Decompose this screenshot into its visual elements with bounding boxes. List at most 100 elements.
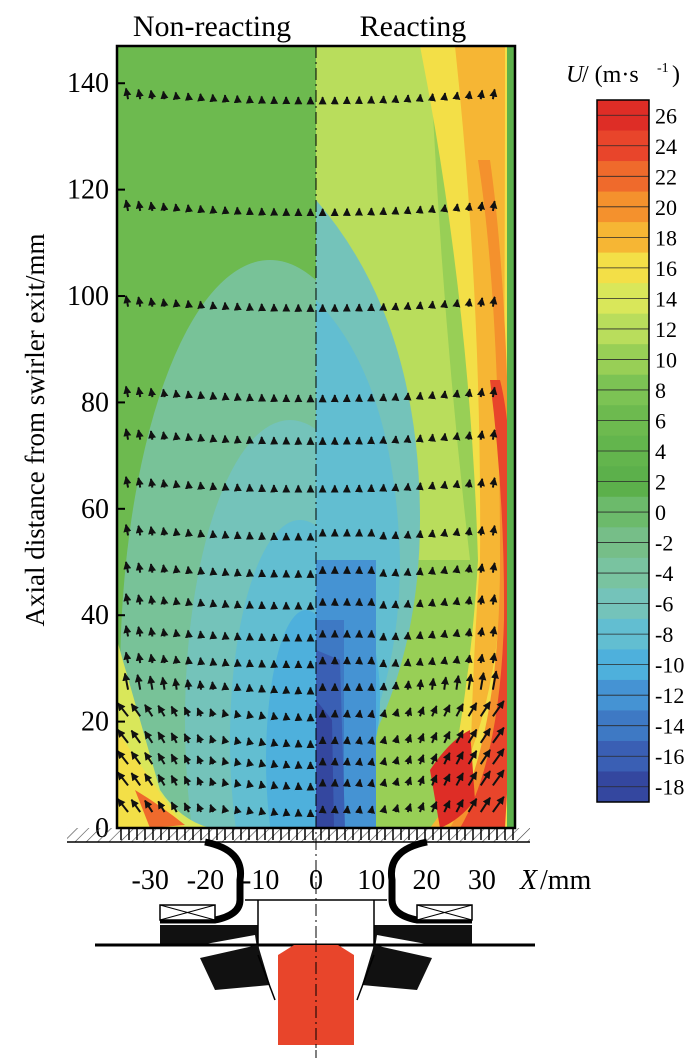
velocity-vector xyxy=(379,778,388,788)
velocity-vector xyxy=(489,524,498,536)
colorbar-label: -12 xyxy=(655,683,684,708)
y-axis-label: Axial distance from swirler exit/mm xyxy=(20,234,50,627)
velocity-vector xyxy=(122,672,131,690)
velocity-vector xyxy=(467,702,478,717)
colorbar-label: 16 xyxy=(655,256,677,281)
velocity-vector xyxy=(477,478,485,488)
velocity-vector xyxy=(221,778,230,788)
velocity-vector xyxy=(209,777,217,787)
velocity-vector xyxy=(258,711,267,720)
velocity-vector xyxy=(417,732,425,744)
velocity-vector xyxy=(196,680,205,690)
velocity-vector xyxy=(427,481,436,490)
velocity-vector xyxy=(130,729,142,744)
velocity-vector xyxy=(160,596,169,605)
velocity-vector xyxy=(467,750,478,765)
velocity-vector xyxy=(492,796,505,813)
velocity-vector xyxy=(464,627,473,637)
colorbar-title-close: ) xyxy=(672,62,680,88)
velocity-vector xyxy=(197,433,206,442)
velocity-vector xyxy=(427,598,436,607)
velocity-vector xyxy=(148,595,157,605)
velocity-vector xyxy=(464,298,473,307)
swirler-schematic xyxy=(67,827,535,1058)
velocity-vector xyxy=(477,201,485,212)
velocity-vector xyxy=(170,753,179,765)
velocity-vector xyxy=(430,705,438,717)
velocity-vector xyxy=(123,385,132,398)
velocity-vector xyxy=(185,390,193,399)
velocity-vector xyxy=(489,594,498,605)
velocity-vector xyxy=(185,528,193,538)
velocity-vector xyxy=(160,431,169,440)
velocity-vector xyxy=(246,779,255,789)
velocity-vector xyxy=(478,672,487,690)
velocity-vector xyxy=(342,709,351,718)
velocity-vector xyxy=(404,755,413,765)
velocity-vector xyxy=(440,656,449,665)
colorbar-title-var: U xyxy=(566,62,585,88)
velocity-vector xyxy=(197,529,206,538)
velocity-vector xyxy=(479,749,491,765)
colorbar-label: 14 xyxy=(655,286,677,311)
velocity-vector xyxy=(172,432,181,441)
velocity-vector xyxy=(342,805,351,814)
velocity-vector xyxy=(477,563,485,573)
x-tick-label: -20 xyxy=(187,865,224,896)
velocity-vector xyxy=(492,726,505,744)
velocity-vector xyxy=(148,297,157,307)
velocity-vector xyxy=(430,800,438,813)
velocity-vector xyxy=(130,751,142,765)
velocity-vector xyxy=(185,299,193,309)
velocity-vector xyxy=(391,708,400,718)
velocity-vector xyxy=(147,675,156,690)
velocity-vector xyxy=(489,652,498,664)
y-tick-label: 20 xyxy=(81,707,109,738)
velocity-vector xyxy=(185,480,193,490)
velocity-vector xyxy=(417,754,425,765)
velocity-vector xyxy=(196,755,205,765)
velocity-vector xyxy=(367,736,375,745)
velocity-vector xyxy=(379,804,388,814)
x-tick-label: 0 xyxy=(309,865,323,896)
colorbar-label: 2 xyxy=(655,470,666,495)
velocity-vector xyxy=(452,203,461,212)
velocity-vector xyxy=(354,709,363,719)
velocity-vector xyxy=(197,93,206,102)
velocity-vector xyxy=(123,87,132,100)
velocity-vector xyxy=(134,674,143,690)
colorbar-label: -8 xyxy=(655,622,673,647)
panel-title-right: Reacting xyxy=(360,10,467,43)
velocity-vector xyxy=(135,626,144,637)
velocity-vector xyxy=(148,89,157,100)
velocity-vector xyxy=(144,799,154,813)
velocity-vector xyxy=(197,566,206,575)
velocity-vector xyxy=(427,630,436,639)
velocity-vector xyxy=(170,801,179,813)
velocity-vector xyxy=(123,199,132,212)
velocity-vector xyxy=(258,780,267,789)
velocity-vector xyxy=(258,759,267,768)
velocity-vector xyxy=(442,704,451,717)
colorbar-label: -14 xyxy=(655,714,684,739)
colorbar-label: 4 xyxy=(655,439,666,464)
velocity-vector xyxy=(172,479,181,489)
velocity-vector xyxy=(489,562,498,573)
velocity-vector xyxy=(391,734,400,744)
velocity-vector xyxy=(221,756,230,766)
velocity-vector xyxy=(160,388,169,398)
velocity-vector xyxy=(185,629,193,639)
velocity-vector xyxy=(442,799,451,813)
velocity-vector xyxy=(404,802,413,813)
velocity-vector xyxy=(465,673,474,690)
velocity-vector xyxy=(246,710,255,720)
y-tick-label: 80 xyxy=(81,387,109,418)
velocity-vector xyxy=(148,387,157,398)
velocity-vector xyxy=(427,656,436,666)
velocity-vector xyxy=(270,711,279,721)
velocity-vector xyxy=(160,202,169,212)
velocity-vector xyxy=(197,630,206,639)
velocity-vector xyxy=(452,564,461,574)
velocity-vector xyxy=(367,757,375,767)
velocity-vector xyxy=(354,736,363,745)
